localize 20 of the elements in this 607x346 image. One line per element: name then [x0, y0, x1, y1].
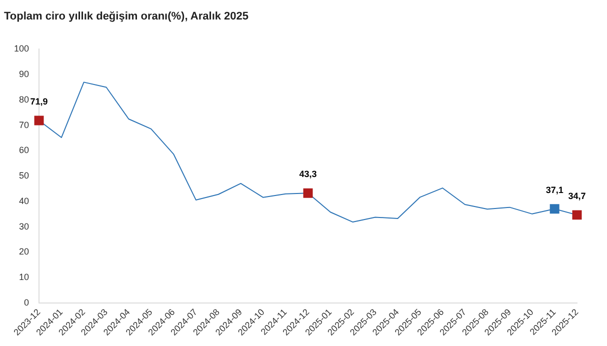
data-label: 34,7	[568, 190, 586, 201]
y-tick-label: 0	[24, 297, 30, 308]
point	[303, 188, 313, 198]
y-tick-label: 90	[19, 69, 30, 80]
y-tick-label: 100	[14, 44, 30, 54]
y-tick-label: 50	[19, 170, 30, 181]
data-label: 43,3	[299, 169, 317, 180]
point	[34, 116, 44, 126]
y-tick-label: 20	[19, 246, 30, 257]
data-label: 71,9	[30, 96, 48, 107]
data-label: 37,1	[546, 184, 564, 195]
y-tick-label: 80	[19, 94, 30, 104]
y-tick-label: 60	[19, 145, 30, 156]
y-tick-label: 30	[19, 221, 30, 232]
y-tick-label: 70	[19, 120, 30, 130]
chart-title: Toplam ciro yıllık değişim oranı(%), Aralık 2025	[4, 10, 249, 23]
point	[550, 204, 560, 214]
y-tick-label: 10	[19, 272, 30, 282]
y-tick-label: 40	[19, 196, 30, 206]
point	[572, 210, 582, 220]
